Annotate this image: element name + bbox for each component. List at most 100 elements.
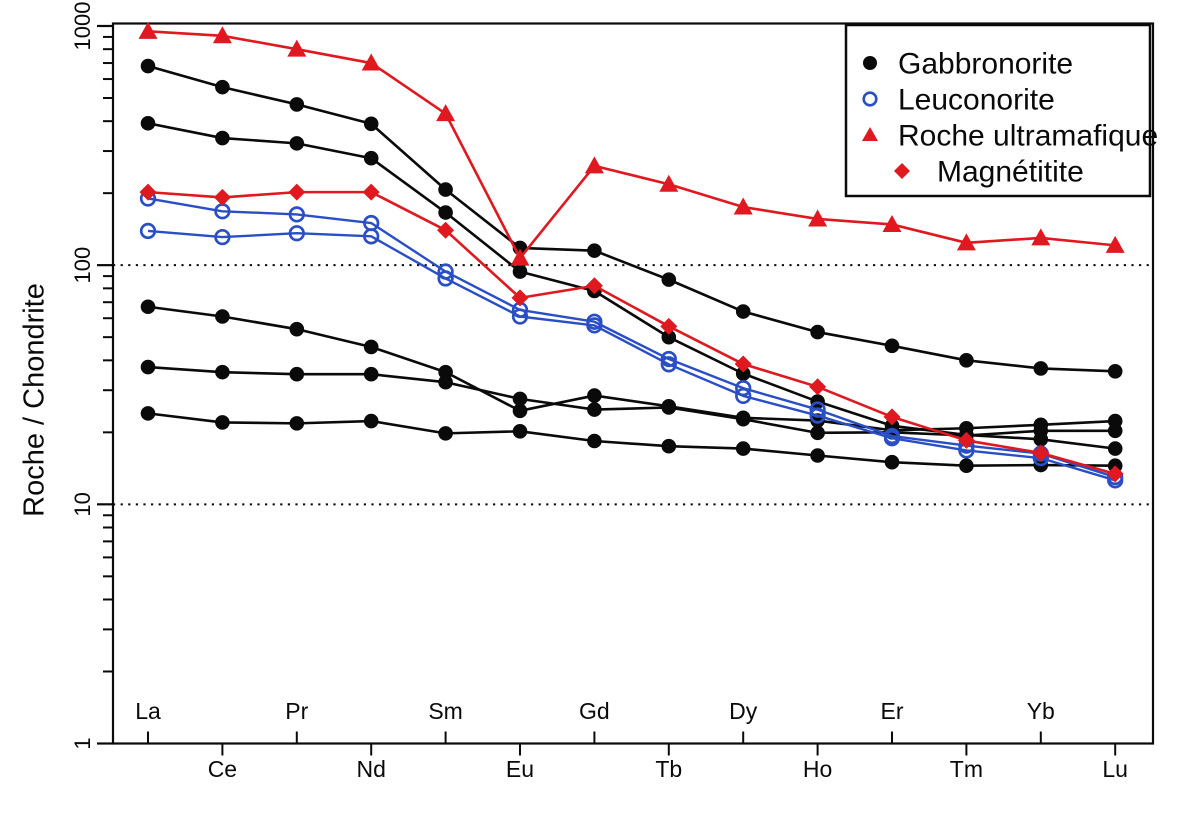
series-line-leuconorite-2 — [147, 229, 1116, 482]
legend-entry-leuconorite: Leuconorite — [862, 84, 1055, 117]
x-label-tm: Tm — [950, 756, 983, 782]
data-point-leuconorite-2-tb — [660, 356, 677, 373]
data-point-gabbronorite-4-la — [140, 359, 156, 375]
data-point-roche-ultramafique-1-la — [138, 21, 158, 39]
data-point-leuconorite-2-la — [139, 222, 157, 240]
data-point-leuconorite-2-ho — [809, 407, 826, 424]
data-point-gabbronorite-4-pr — [289, 366, 305, 382]
series-magnetitite-1 — [139, 183, 1124, 483]
y-tick-label: 1 — [70, 737, 95, 749]
data-point-gabbronorite-2-pr — [289, 136, 305, 151]
data-point-gabbronorite-4-tb — [661, 400, 677, 415]
data-point-gabbronorite-2-dy — [735, 366, 751, 381]
data-point-gabbronorite-1-gd — [587, 243, 602, 258]
data-point-roche-ultramafique-1-yb — [1031, 228, 1051, 246]
data-point-gabbronorite-3-ce — [215, 309, 230, 324]
data-point-gabbronorite-3-sm — [438, 364, 453, 380]
x-label-dy: Dy — [729, 698, 758, 724]
gridlines — [113, 264, 1153, 506]
x-label-la: La — [135, 698, 161, 724]
data-point-gabbronorite-3-gd — [587, 388, 602, 403]
data-point-gabbronorite-5-ce — [215, 415, 230, 430]
data-point-roche-ultramafique-1-er — [882, 214, 902, 232]
legend-entry-magnetitite: Magnétitite — [894, 156, 1084, 189]
data-point-gabbronorite-5-tb — [661, 438, 677, 454]
data-point-leuconorite-1-pr — [288, 206, 305, 223]
data-point-gabbronorite-4-sm — [438, 374, 453, 390]
data-point-leuconorite-2-nd — [363, 228, 380, 245]
y-tick-label: 100 — [70, 247, 95, 284]
data-point-roche-ultramafique-1-lu — [1105, 235, 1125, 253]
x-label-ce: Ce — [208, 756, 237, 782]
x-label-sm: Sm — [428, 698, 463, 724]
data-point-gabbronorite-4-ce — [215, 364, 230, 380]
data-point-gabbronorite-5-er — [884, 454, 900, 470]
data-point-magnetitite-1-dy — [734, 355, 752, 373]
data-point-gabbronorite-3-pr — [289, 321, 305, 337]
data-point-gabbronorite-5-sm — [438, 426, 453, 441]
data-point-gabbronorite-3-nd — [363, 339, 379, 355]
legend-marker-circle-open — [862, 91, 878, 107]
data-point-leuconorite-2-dy — [735, 387, 752, 405]
data-point-gabbronorite-4-nd — [363, 366, 379, 382]
data-point-magnetitite-1-yb — [1032, 444, 1050, 462]
data-point-gabbronorite-5-tm — [959, 458, 974, 474]
legend-label-leuconorite: Leuconorite — [898, 84, 1055, 117]
data-point-leuconorite-2-eu — [511, 308, 529, 325]
plot-border — [111, 22, 1155, 745]
data-point-roche-ultramafique-1-pr — [287, 39, 307, 57]
series-leuconorite-2 — [139, 222, 1124, 489]
data-point-magnetitite-1-nd — [362, 183, 380, 201]
x-label-lu: Lu — [1102, 756, 1128, 782]
data-point-roche-ultramafique-1-dy — [733, 197, 753, 215]
data-point-roche-ultramafique-1-nd — [361, 53, 381, 71]
series-line-gabbronorite-3 — [147, 305, 1116, 432]
data-point-gabbronorite-1-ce — [215, 79, 230, 95]
data-point-gabbronorite-2-la — [140, 115, 156, 131]
data-point-gabbronorite-2-sm — [438, 205, 453, 220]
data-point-gabbronorite-1-yb — [1033, 361, 1049, 376]
data-point-leuconorite-2-gd — [586, 317, 603, 334]
data-point-leuconorite-2-pr — [288, 225, 305, 242]
data-point-roche-ultramafique-1-sm — [436, 104, 456, 122]
series-roche-ultramafique-1 — [138, 21, 1125, 266]
data-point-gabbronorite-1-tm — [959, 353, 974, 368]
data-point-magnetitite-1-lu — [1106, 465, 1124, 483]
series-gabbronorite-3 — [140, 299, 1123, 438]
data-point-gabbronorite-2-lu — [1107, 441, 1123, 456]
data-point-roche-ultramafique-1-ce — [212, 26, 232, 44]
legend-box — [844, 23, 1152, 198]
data-point-magnetitite-1-sm — [437, 221, 455, 239]
series-line-magnetitite-1 — [147, 190, 1116, 476]
data-point-gabbronorite-1-la — [140, 58, 156, 74]
data-point-gabbronorite-2-tb — [661, 329, 677, 345]
data-point-gabbronorite-4-ho — [810, 425, 825, 441]
data-point-gabbronorite-3-eu — [512, 403, 528, 419]
series-gabbronorite-5 — [140, 406, 1123, 474]
legend-marker-circle-filled — [863, 56, 877, 70]
data-point-gabbronorite-5-dy — [735, 441, 751, 456]
data-point-leuconorite-1-tb — [660, 350, 677, 368]
data-point-roche-ultramafique-1-ho — [808, 209, 828, 227]
data-point-gabbronorite-1-ho — [810, 324, 825, 340]
data-point-magnetitite-1-la — [139, 183, 157, 201]
x-label-gd: Gd — [579, 698, 610, 724]
data-point-gabbronorite-1-dy — [735, 304, 751, 319]
data-point-gabbronorite-3-la — [140, 299, 156, 315]
data-point-gabbronorite-1-er — [884, 338, 900, 354]
series-line-roche-ultramafique-1 — [147, 30, 1116, 260]
x-label-er: Er — [881, 698, 904, 724]
x-label-nd: Nd — [356, 756, 385, 782]
x-label-tb: Tb — [655, 756, 682, 782]
data-point-magnetitite-1-tb — [660, 317, 678, 335]
data-point-magnetitite-1-tm — [957, 431, 975, 449]
y-axis-title: Roche / Chondrite — [19, 283, 51, 517]
legend-label-gabbronorite: Gabbronorite — [898, 48, 1073, 81]
data-point-gabbronorite-1-tb — [661, 272, 677, 287]
data-point-gabbronorite-1-sm — [438, 182, 453, 197]
data-point-gabbronorite-1-pr — [289, 97, 305, 112]
data-point-gabbronorite-5-pr — [289, 416, 305, 431]
data-point-magnetitite-1-ho — [809, 378, 827, 396]
